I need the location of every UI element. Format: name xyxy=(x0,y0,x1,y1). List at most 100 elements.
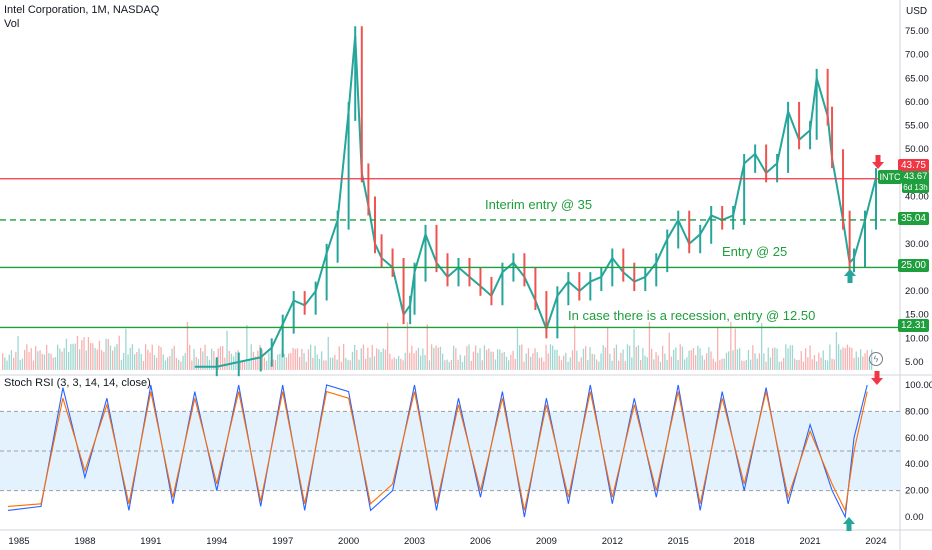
volume-bar xyxy=(516,328,519,370)
volume-bar xyxy=(358,359,360,370)
volume-bar xyxy=(228,350,230,370)
volume-bar xyxy=(745,360,747,370)
volume-bar xyxy=(345,357,347,370)
volume-bar xyxy=(492,351,494,370)
rsi-axis-tick: 0.00 xyxy=(905,512,924,523)
volume-bar xyxy=(534,348,536,370)
volume-bar xyxy=(61,351,63,370)
volume-bar xyxy=(125,328,127,370)
volume-bar xyxy=(420,355,422,370)
volume-bar xyxy=(149,352,151,370)
volume-bar xyxy=(589,347,591,370)
volume-bar xyxy=(868,357,871,370)
volume-bar xyxy=(288,353,290,370)
volume-bar xyxy=(470,360,472,370)
volume-bar xyxy=(789,345,791,370)
volume-bar xyxy=(266,360,268,370)
volume-bar xyxy=(402,360,404,370)
volume-bar xyxy=(827,360,829,370)
volume-bar xyxy=(389,353,391,370)
volume-bar xyxy=(437,347,439,370)
volume-bar xyxy=(585,346,587,370)
volume-bar xyxy=(785,344,787,370)
volume-bar xyxy=(477,352,479,370)
volume-bar xyxy=(459,354,461,370)
volume-bar xyxy=(853,357,855,370)
time-axis-tick: 1991 xyxy=(140,536,161,547)
volume-bar xyxy=(367,347,369,370)
volume-bar xyxy=(378,349,380,370)
volume-bar xyxy=(19,359,21,370)
volume-bar xyxy=(501,352,503,370)
volume-bar xyxy=(395,358,398,370)
volume-bar xyxy=(191,360,193,370)
rsi-axis-tick: 100.00 xyxy=(905,380,932,391)
volume-bar xyxy=(721,358,723,370)
volume-bar xyxy=(622,349,624,370)
volume-bar xyxy=(114,346,116,370)
volume-bar xyxy=(208,359,211,370)
volume-bar xyxy=(758,353,761,370)
volume-bar xyxy=(127,354,129,370)
volume-bar xyxy=(164,360,167,370)
volume-bar xyxy=(688,350,690,370)
volume-bar xyxy=(637,345,640,370)
volume-bar xyxy=(290,353,292,370)
volume-bar xyxy=(241,361,244,370)
volume-bar xyxy=(576,350,578,370)
volume-bar xyxy=(387,322,389,370)
volume-bar xyxy=(32,360,35,370)
volume-bar xyxy=(162,354,164,370)
volume-bar xyxy=(536,352,538,370)
volume-bar xyxy=(519,345,521,370)
buy-arrow-icon xyxy=(844,269,856,283)
volume-bar xyxy=(107,339,109,370)
volume-bar xyxy=(560,360,563,370)
volume-bar xyxy=(48,353,50,370)
volume-bar xyxy=(587,360,589,370)
volume-bar xyxy=(684,359,686,370)
volume-bar xyxy=(514,358,516,370)
rsi-axis-tick: 60.00 xyxy=(905,433,929,444)
volume-bar xyxy=(369,357,371,370)
volume-bar xyxy=(17,336,19,370)
volume-bar xyxy=(327,336,329,370)
volume-bar xyxy=(642,348,644,370)
volume-bar xyxy=(206,355,208,370)
volume-bar xyxy=(648,322,651,370)
volume-bar xyxy=(655,352,657,370)
volume-bar xyxy=(567,361,569,370)
volume-bar xyxy=(263,357,266,370)
volume-bar xyxy=(303,353,305,370)
volume-bar xyxy=(4,357,6,370)
price-axis-tick: 30.00 xyxy=(905,239,929,250)
volume-bar xyxy=(816,361,818,370)
volume-bar xyxy=(200,347,202,370)
volume-bar xyxy=(580,357,582,370)
volume-bar xyxy=(54,357,57,370)
volume-bar xyxy=(602,345,604,370)
volume-bar xyxy=(235,351,237,370)
volume-bar xyxy=(692,348,695,370)
volume-bar xyxy=(475,345,477,370)
volume-bar xyxy=(765,361,767,370)
volume-bar xyxy=(499,349,501,370)
volume-bar xyxy=(431,344,433,370)
volume-bar xyxy=(666,360,668,370)
volume-bar xyxy=(510,354,512,370)
volume-bar xyxy=(246,324,248,370)
volume-bar xyxy=(545,344,547,370)
volume-bar xyxy=(145,344,147,370)
volume-bar xyxy=(444,360,446,370)
volume-bar xyxy=(285,357,288,370)
volume-bar xyxy=(565,352,567,370)
volume-bar xyxy=(167,357,169,370)
ticker-badge: INTC xyxy=(878,170,902,184)
volume-bar xyxy=(400,358,402,370)
volume-bar xyxy=(340,361,343,370)
lightning-icon[interactable]: ϟ xyxy=(869,352,883,366)
volume-bar xyxy=(851,347,853,370)
volume-bar xyxy=(547,353,549,370)
volume-bar xyxy=(272,359,274,370)
volume-bar xyxy=(468,344,470,370)
